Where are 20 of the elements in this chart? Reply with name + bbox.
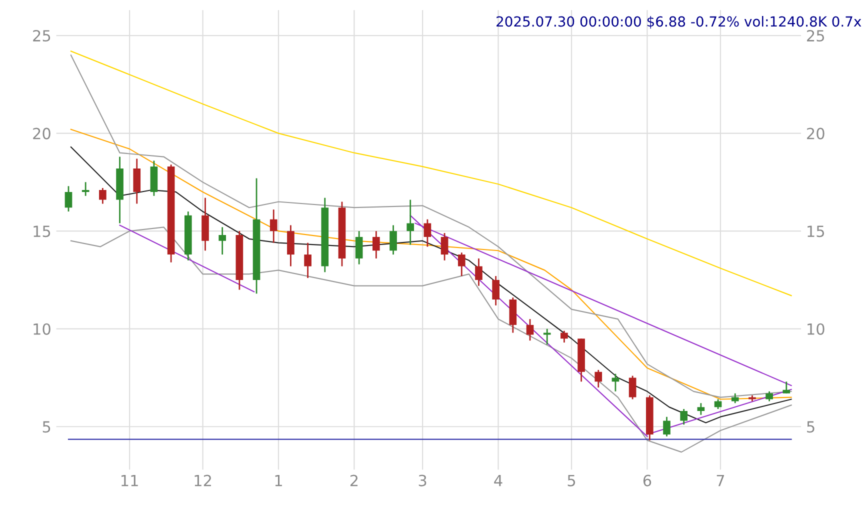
y-tick-label: 25 (33, 30, 50, 42)
x-tick-label: 7 (716, 474, 724, 486)
x-tick-label: 6 (643, 474, 652, 486)
y2-tick-label: 10 (808, 323, 824, 335)
y2-tick-label: 5 (807, 421, 814, 433)
x-tick-label: 3 (418, 474, 426, 486)
y-tick-label: 20 (33, 128, 50, 140)
y-tick-label: 10 (34, 323, 50, 335)
y-tick-label: 15 (34, 226, 50, 238)
chart-title: 2025.07.30 00:00:00 $6.88 -0.72% vol:1240.8K 0.7x (496, 16, 862, 29)
y-tick-label: 5 (42, 421, 50, 433)
x-tick-label: 2 (350, 474, 358, 486)
x-tick-label: 1 (275, 474, 282, 486)
x-tick-label: 4 (494, 474, 502, 486)
x-tick-label: 12 (194, 474, 211, 486)
x-tick-label: 5 (568, 474, 576, 486)
y2-tick-label: 20 (807, 128, 824, 140)
y2-tick-label: 15 (808, 226, 824, 238)
y2-tick-label: 25 (807, 30, 824, 42)
x-tick-label: 11 (122, 474, 138, 486)
